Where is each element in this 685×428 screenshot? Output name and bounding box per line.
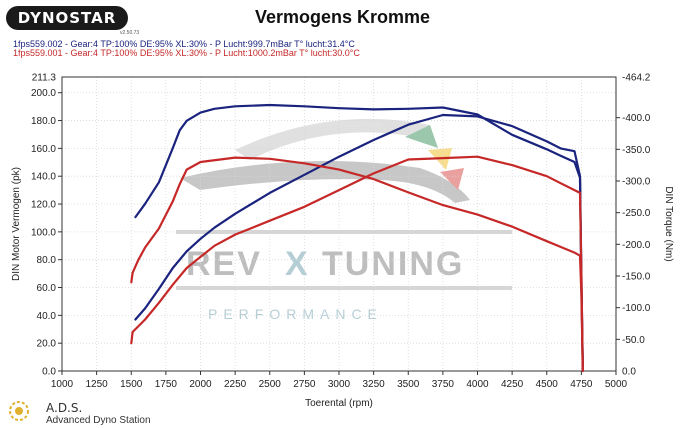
watermark-performance-text: PERFORMANCE [208,306,383,322]
series-line-blue-torque [134,103,584,373]
revx-tuning-watermark: REV X TUNING PERFORMANCE [176,118,512,322]
dynostar-logo: DYNOSTAR [6,6,128,30]
x-tick-label: 2750 [293,379,316,390]
watermark-rev-text: REV [186,245,262,283]
x-tick-label: 4750 [570,379,593,390]
y-tick-label: 200.0 [31,88,56,99]
x-tick-label: 1750 [155,379,178,390]
x-tick-label: 3000 [328,379,351,390]
watermark-x-text: X [285,245,308,283]
y-tick-label: 20.0 [37,339,57,350]
chart-title: Vermogens Kromme [254,7,431,27]
x-tick-label: 3250 [363,379,386,390]
chart-series [130,103,584,373]
x-tick-label: 4500 [536,379,559,390]
y2-tick-label: -100.0 [622,303,651,314]
series-line-red-torque [130,156,584,373]
x-tick-label: 3750 [432,379,455,390]
x-tick-label: 4250 [501,379,524,390]
footer-name: A.D.S. [46,401,83,415]
x-tick-label: 2250 [224,379,247,390]
run-legend-blue: 1fps559.002 - Gear:4 TP:100% DE:95% XL:3… [13,39,355,49]
run-legend-red: 1fps559.001 - Gear:4 TP:100% DE:95% XL:3… [13,48,360,58]
logo-version: v2.50.73 [120,30,140,36]
y2-tick-label: -150.0 [622,271,651,282]
footer-full-name: Advanced Dyno Station [46,415,151,426]
y-tick-label: 0.0 [42,367,56,378]
chart-axes [58,76,620,375]
x-axis-label: Toerental (rpm) [305,398,373,409]
y-tick-label: 180.0 [31,116,56,127]
x-tick-label: 5000 [605,379,628,390]
y-tick-label: 100.0 [31,227,56,238]
y2-tick-label: -250.0 [622,208,651,219]
x-tick-label: 4000 [466,379,489,390]
x-tick-label: 3500 [397,379,420,390]
x-tick-label: 1000 [51,379,74,390]
y-tick-label: 60.0 [37,283,57,294]
y2-tick-label: -200.0 [622,240,651,251]
y-max-label: 211.3 [32,73,57,84]
y-tick-label: 40.0 [37,311,57,322]
series-line-blue-power [134,113,584,366]
x-tick-label: 2000 [189,379,212,390]
y2-zero-label: 0.0 [622,367,636,378]
y-axis-label: DIN Motor Vermogen (pk) [11,167,22,281]
y-tick-label: 160.0 [31,144,56,155]
y-tick-label: 140.0 [31,172,56,183]
chart-labels: 1000 1250 1500 1750 2000 2250 2500 2750 3000 3250… [11,73,674,410]
y2-tick-label: -350.0 [622,145,651,156]
watermark-tuning-text: TUNING [322,245,464,283]
plot-frame [61,76,617,372]
x-tick-label: 1250 [86,379,109,390]
y2-axis-label: DIN Torque (Nm) [663,186,674,261]
y2-tick-label: -300.0 [622,176,651,187]
x-tick-label: 1500 [120,379,143,390]
y2-tick-label: -400.0 [622,113,651,124]
watermark-car-icon [180,160,470,203]
series-line-red-power [130,155,584,373]
x-tick-label: 2500 [259,379,282,390]
watermark-swoosh-icon [235,118,430,160]
y-tick-label: 80.0 [37,255,57,266]
y2-max-label: -464.2 [622,73,651,84]
y-tick-label: 120.0 [31,200,56,211]
ads-logo-icon [9,401,29,421]
y2-tick-label: -50.0 [622,335,645,346]
